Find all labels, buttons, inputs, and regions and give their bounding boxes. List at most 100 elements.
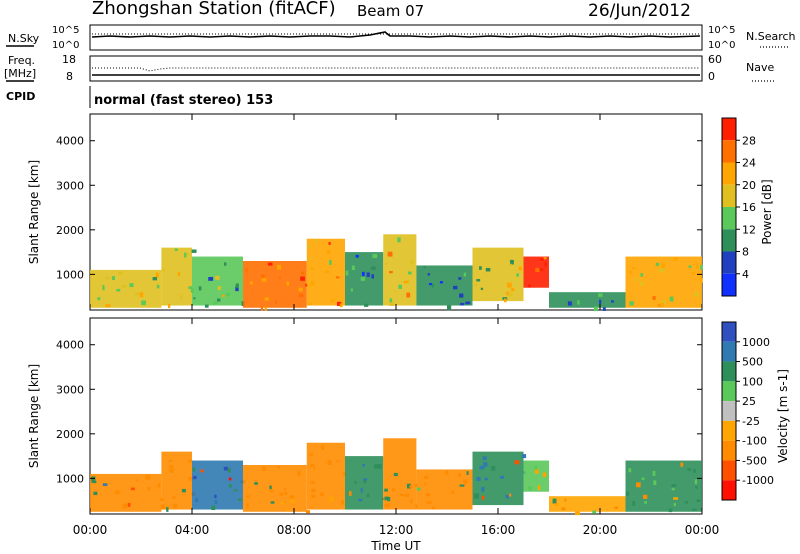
velocity-speckle	[270, 501, 275, 504]
power-speckle	[658, 268, 664, 273]
velocity-speckle	[671, 488, 675, 491]
velocity-colorbar-swatch	[722, 460, 736, 481]
velocity-y-tick-label: 3000	[56, 383, 84, 396]
power-speckle	[700, 278, 703, 283]
velocity-patch-7	[416, 469, 473, 510]
velocity-speckle	[349, 491, 352, 496]
velocity-speckle	[342, 472, 346, 476]
power-speckle	[661, 263, 666, 269]
power-speckle	[111, 276, 115, 281]
power-speckle	[506, 291, 510, 296]
power-speckle	[174, 248, 178, 251]
power-speckle	[193, 297, 196, 300]
velocity-speckle	[363, 478, 368, 481]
velocity-colorbar-swatch	[722, 341, 736, 362]
power-speckle	[640, 273, 644, 277]
power-speckle	[474, 284, 478, 287]
velocity-speckle	[653, 480, 657, 486]
velocity-speckle	[145, 474, 151, 480]
velocity-speckle	[269, 485, 272, 490]
velocity-speckle	[445, 470, 449, 475]
velocity-speckle	[491, 466, 496, 471]
power-speckle	[337, 301, 342, 306]
power-patch-9	[523, 256, 549, 288]
velocity-colorbar-frame	[721, 321, 737, 501]
power-speckle	[459, 293, 464, 298]
freq-left-tick-top: 18	[62, 53, 76, 66]
velocity-colorbar-tick-label: -1000	[742, 474, 774, 487]
power-patch-7	[416, 265, 473, 306]
power-speckle	[366, 272, 370, 277]
velocity-speckle	[481, 486, 485, 492]
power-speckle	[397, 237, 401, 243]
velocity-speckle	[366, 493, 370, 498]
power-speckle	[309, 257, 312, 260]
noise-left-tick-bottom: 10^0	[52, 40, 79, 51]
power-colorbar-tick-label: 12	[742, 223, 756, 236]
power-speckle	[410, 260, 414, 265]
velocity-patch-10	[549, 496, 626, 512]
velocity-speckle	[451, 490, 455, 494]
velocity-speckle	[172, 496, 176, 499]
power-patch-2	[192, 256, 243, 306]
power-speckle	[439, 281, 443, 284]
velocity-speckle	[279, 492, 284, 496]
velocity-speckle	[399, 493, 405, 497]
date-label: 26/Jun/2012	[588, 1, 691, 21]
velocity-speckle	[671, 484, 677, 487]
velocity-colorbar-tick-label: 25	[742, 395, 756, 408]
velocity-speckle	[479, 465, 485, 470]
power-speckle	[598, 293, 603, 297]
velocity-speckle	[169, 465, 174, 468]
power-speckle	[188, 286, 193, 289]
power-speckle	[688, 265, 692, 268]
power-speckle	[264, 306, 267, 311]
power-speckle	[458, 277, 462, 280]
time-tick-label: 00:00	[73, 523, 108, 537]
power-speckle	[504, 298, 507, 303]
freq-label-line2: [MHz]	[4, 67, 36, 80]
velocity-speckle	[521, 454, 527, 459]
power-speckle	[535, 267, 540, 273]
power-colorbar-swatch	[722, 273, 736, 296]
power-speckle	[510, 259, 514, 265]
velocity-speckle	[632, 501, 636, 506]
velocity-colorbar-label: Velocity [m s-1]	[776, 369, 790, 463]
power-speckle	[476, 279, 481, 282]
power-speckle	[362, 271, 365, 277]
velocity-speckle	[406, 483, 411, 489]
velocity-speckle	[377, 464, 382, 469]
velocity-speckle	[284, 491, 288, 496]
power-speckle	[223, 262, 227, 266]
power-colorbar-swatch	[722, 251, 736, 274]
velocity-speckle	[181, 488, 186, 493]
power-speckle	[310, 280, 315, 286]
velocity-speckle	[254, 482, 258, 485]
beam-label: Beam 07	[357, 2, 424, 20]
power-colorbar-tick-label: 16	[742, 201, 756, 214]
velocity-speckle	[238, 498, 242, 501]
velocity-speckle	[269, 489, 274, 493]
power-speckle	[298, 293, 304, 298]
velocity-speckle	[614, 506, 619, 509]
power-colorbar-swatch	[722, 162, 736, 185]
power-speckle	[117, 271, 123, 275]
velocity-colorbar-swatch	[722, 381, 736, 402]
velocity-speckle	[228, 483, 232, 488]
power-colorbar-swatch	[722, 184, 736, 207]
velocity-speckle	[115, 490, 120, 495]
power-speckle	[655, 262, 660, 266]
power-speckle	[700, 264, 703, 270]
power-speckle	[198, 286, 202, 291]
velocity-colorbar-tick-label: -500	[742, 454, 767, 467]
velocity-speckle	[636, 482, 641, 488]
velocity-colorbar-swatch	[722, 440, 736, 461]
power-speckle	[538, 268, 544, 271]
velocity-speckle	[575, 511, 580, 516]
power-speckle	[184, 252, 187, 258]
power-speckle	[453, 285, 458, 290]
power-speckle	[544, 261, 547, 267]
velocity-speckle	[564, 498, 567, 502]
velocity-speckle	[147, 487, 151, 491]
power-speckle	[577, 300, 580, 305]
